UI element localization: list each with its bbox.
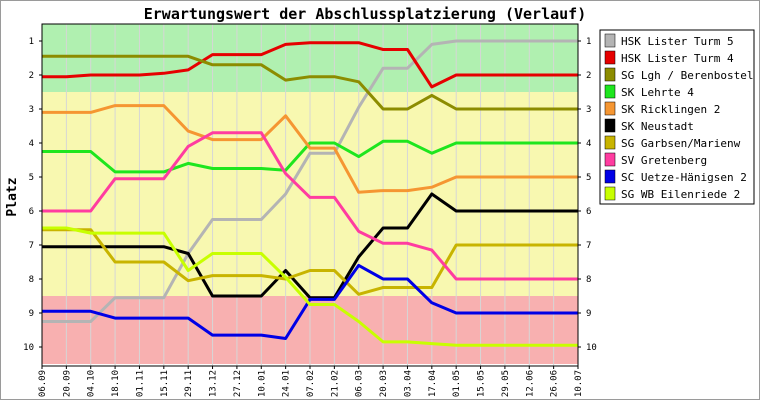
y-tick-label-left: 10 [23, 343, 34, 353]
legend: HSK Lister Turm 5 HSK Lister Turm 4 SG Lgh… [599, 29, 760, 205]
series-8 [42, 263, 578, 340]
chart-title: Erwartungswert der Abschlussplatzierung … [144, 5, 587, 23]
x-tick-label: 06.03 [355, 370, 365, 397]
series-3 [42, 139, 578, 174]
x-tick-label: 12.06 [525, 370, 535, 397]
legend-entry-6: SG Garbsen/Marienw [621, 137, 741, 150]
legend-entry-0: HSK Lister Turm 5 [621, 35, 734, 48]
series-line-9 [42, 226, 578, 347]
legend-entry-2: SG Lgh / Berenbostel 2 [621, 69, 760, 82]
legend-swatch-6 [604, 135, 616, 150]
x-tick-label: 06.09 [38, 370, 48, 397]
x-tick-label: 10.07 [574, 370, 584, 397]
x-tick-label: 15.11 [160, 370, 170, 397]
legend-entry-7: SV Gretenberg [621, 154, 707, 167]
y-tick-label-left: 3 [29, 105, 34, 115]
series-2 [42, 54, 578, 111]
y-axis-label: Platz [5, 177, 20, 216]
x-tick-label: 20.03 [379, 370, 389, 397]
legend-swatch-3 [604, 84, 616, 99]
legend-entry-4: SK Ricklingen 2 [621, 103, 720, 116]
series-line-6 [42, 228, 578, 296]
series-line-3 [42, 139, 578, 174]
x-tick-label: 29.05 [501, 370, 511, 397]
y-tick-label-right: 3 [586, 105, 591, 115]
y-tick-labels: 1 1 2 2 3 3 4 4 5 5 6 6 7 7 8 8 9 9 10 10 [23, 37, 597, 353]
x-tick-label: 15.05 [477, 370, 487, 397]
series-9 [42, 226, 578, 347]
legend-entry-8: SC Uetze-Hänigsen 2 [621, 171, 747, 184]
y-tick-label-right: 5 [586, 173, 591, 183]
x-tick-labels: 06.09 20.09 04.10 18.10 01.11 15.11 29.11 13.12… [38, 366, 584, 397]
legend-swatch-0 [604, 33, 616, 48]
y-tick-label-right: 2 [586, 71, 591, 81]
y-tick-label-left: 4 [29, 139, 34, 149]
x-tick-label: 29.11 [184, 370, 194, 397]
legend-swatch-8 [604, 169, 616, 184]
x-tick-label: 18.10 [111, 370, 121, 397]
legend-box [599, 29, 755, 205]
x-tick-label: 17.04 [428, 370, 438, 397]
series-line-5 [42, 192, 578, 300]
series-line-1 [42, 41, 578, 89]
y-tick-label-right: 10 [586, 343, 597, 353]
legend-swatch-7 [604, 152, 616, 167]
y-tick-label-left: 8 [29, 275, 34, 285]
y-tick-label-left: 1 [29, 37, 34, 47]
series-line-2 [42, 54, 578, 111]
y-tick-label-left: 7 [29, 241, 34, 251]
series-0 [42, 39, 578, 323]
y-tick-label-right: 6 [586, 207, 591, 217]
x-tick-label: 13.12 [209, 370, 219, 397]
y-tick-label-right: 8 [586, 275, 591, 285]
legend-entry-1: HSK Lister Turm 4 [621, 52, 734, 65]
y-tick-label-left: 9 [29, 309, 34, 319]
x-tick-label: 01.05 [452, 370, 462, 397]
y-tick-label-left: 5 [29, 173, 34, 183]
series-line-8 [42, 263, 578, 340]
x-tick-label: 26.06 [550, 370, 560, 397]
x-tick-label: 24.01 [282, 370, 292, 397]
y-tick-label-right: 7 [586, 241, 591, 251]
x-tick-label: 01.11 [135, 370, 145, 397]
y-tick-label-right: 1 [586, 37, 591, 47]
series-4 [42, 104, 578, 194]
x-tick-label: 21.02 [330, 370, 340, 397]
x-tick-label: 07.02 [306, 370, 316, 397]
legend-swatch-2 [604, 67, 616, 82]
y-tick-label-right: 4 [586, 139, 591, 149]
y-tick-label-right: 9 [586, 309, 591, 319]
y-tick-label-left: 2 [29, 71, 34, 81]
x-tick-label: 27.12 [233, 370, 243, 397]
legend-entry-5: SK Neustadt [621, 120, 694, 133]
legend-swatch-4 [604, 101, 616, 116]
series-line-0 [42, 39, 578, 323]
legend-entry-3: SK Lehrte 4 [621, 86, 694, 99]
series-1 [42, 41, 578, 89]
y-tick-label-left: 6 [29, 207, 34, 217]
legend-swatch-5 [604, 118, 616, 133]
series-5 [42, 192, 578, 300]
legend-entry-9: SG WB Eilenriede 2 [621, 188, 740, 201]
x-tick-label: 20.09 [62, 370, 72, 397]
legend-swatch-1 [604, 50, 616, 65]
x-tick-label: 03.04 [403, 370, 413, 397]
series-7 [42, 131, 578, 281]
legend-swatch-9 [604, 186, 616, 201]
x-tick-label: 04.10 [87, 370, 97, 397]
series-line-4 [42, 104, 578, 194]
series-lines [42, 39, 578, 347]
series-6 [42, 228, 578, 296]
series-line-7 [42, 131, 578, 281]
x-tick-label: 10.01 [257, 370, 267, 397]
